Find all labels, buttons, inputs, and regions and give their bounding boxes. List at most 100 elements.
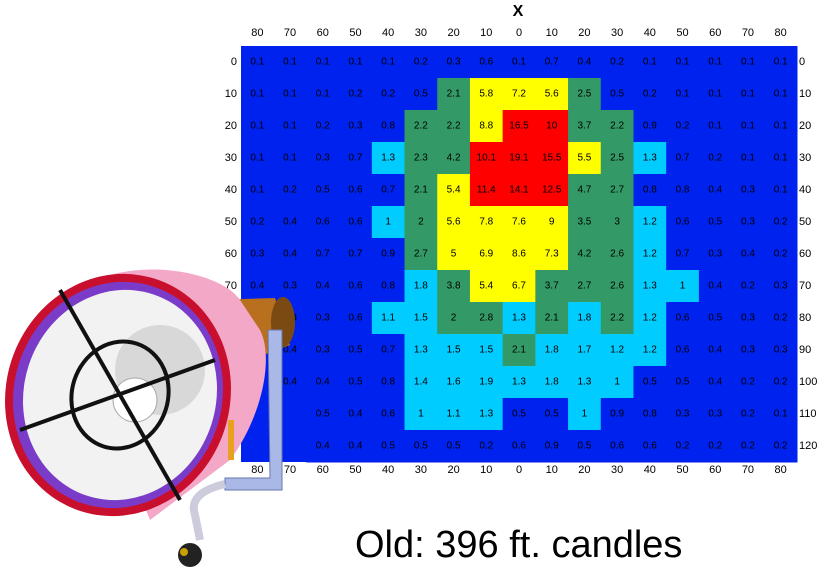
heat-cell	[339, 238, 373, 271]
cell-label: 0.1	[250, 57, 264, 68]
cell-label: 14.1	[509, 185, 529, 196]
y-tick-label-right: 100	[799, 376, 817, 388]
cell-label: 0.1	[250, 121, 264, 132]
heat-cell	[306, 366, 340, 399]
heat-cell	[371, 366, 406, 399]
heat-cell	[764, 46, 798, 79]
cell-label: 0.3	[349, 121, 363, 132]
heat-cell	[502, 206, 536, 239]
cell-label: 1	[582, 409, 588, 420]
x-tick-label-top: 80	[775, 27, 787, 39]
heat-cell	[273, 78, 307, 111]
cell-label: 0.3	[316, 313, 330, 324]
heat-cell	[633, 398, 667, 431]
heat-cell	[535, 302, 569, 335]
heat-cell	[633, 302, 667, 335]
heat-cell	[437, 110, 471, 143]
cell-label: 3	[614, 217, 620, 228]
cell-label: 1.9	[479, 377, 493, 388]
heat-cell	[273, 238, 307, 271]
heat-cell	[404, 334, 438, 367]
heat-cell	[502, 110, 536, 143]
cell-label: 2.2	[610, 121, 624, 132]
cell-label: 0.3	[741, 217, 755, 228]
x-tick-label-bottom: 50	[349, 464, 361, 476]
heat-cell	[371, 302, 406, 335]
cell-label: 0.6	[676, 345, 690, 356]
cell-label: 0.2	[414, 57, 428, 68]
heat-cell	[371, 78, 406, 111]
heat-cell	[764, 430, 798, 463]
cell-label: 0.8	[381, 377, 395, 388]
cell-label: 0.1	[283, 57, 297, 68]
heat-cell	[371, 206, 406, 239]
heat-cell	[666, 366, 700, 399]
cell-label: 0.9	[545, 441, 559, 452]
cell-label: 4.2	[577, 249, 591, 260]
heat-cell	[568, 430, 602, 463]
heat-cell	[600, 78, 634, 111]
cell-label: 0.3	[774, 281, 788, 292]
heat-cell	[273, 174, 307, 207]
x-tick-label-top: 60	[709, 27, 721, 39]
y-tick-label-left: 20	[225, 120, 237, 132]
cell-label: 0.1	[676, 57, 690, 68]
cell-label: 1.4	[414, 377, 428, 388]
cell-label: 0.2	[741, 281, 755, 292]
heat-cell	[731, 174, 765, 207]
cell-label: 0.4	[283, 377, 297, 388]
heat-cell	[600, 398, 634, 431]
cell-label: 1.5	[479, 345, 493, 356]
cell-label: 0.9	[610, 409, 624, 420]
lamp-illustration	[5, 269, 295, 567]
cell-label: 0.2	[741, 377, 755, 388]
heat-cell	[600, 366, 634, 399]
cell-label: 1.3	[479, 409, 493, 420]
cell-label: 0.1	[741, 121, 755, 132]
cell-label: 0.5	[708, 217, 722, 228]
heat-cell	[666, 270, 700, 303]
cell-label: 0.3	[316, 153, 330, 164]
cell-label: 0.2	[676, 121, 690, 132]
x-tick-label-bottom: 70	[284, 464, 296, 476]
cell-label: 2	[451, 313, 457, 324]
cell-label: 0.6	[643, 441, 657, 452]
cell-label: 1.3	[512, 377, 526, 388]
cell-label: 0.5	[414, 441, 428, 452]
heat-cell	[764, 174, 798, 207]
heat-cell	[306, 302, 340, 335]
heat-cell	[437, 78, 471, 111]
cell-label: 0.1	[741, 57, 755, 68]
cell-label: 0.7	[349, 249, 363, 260]
heat-cell	[502, 366, 536, 399]
heat-cell	[469, 238, 504, 271]
heat-cell	[731, 142, 765, 175]
y-tick-label-right: 0	[799, 56, 805, 68]
heat-cell	[241, 110, 275, 143]
cell-label: 1.8	[545, 377, 559, 388]
cell-label: 0.6	[349, 281, 363, 292]
heat-cell	[339, 366, 373, 399]
cell-label: 0.1	[250, 185, 264, 196]
heat-cell	[339, 302, 373, 335]
cell-label: 0.6	[676, 313, 690, 324]
heat-cell	[731, 46, 765, 79]
heat-cell	[404, 110, 438, 143]
cell-label: 1.2	[643, 217, 657, 228]
cell-label: 8.6	[512, 249, 526, 260]
heat-cell	[764, 78, 798, 111]
x-tick-label-top: 80	[251, 27, 263, 39]
cell-label: 2.7	[610, 185, 624, 196]
heat-cell	[502, 398, 536, 431]
heat-cell	[666, 302, 700, 335]
cell-label: 0.5	[349, 345, 363, 356]
heat-cell	[273, 142, 307, 175]
cell-label: 0.2	[381, 89, 395, 100]
cell-label: 16.5	[509, 121, 529, 132]
heat-cell	[469, 270, 504, 303]
x-tick-label-bottom: 60	[317, 464, 329, 476]
cell-label: 0.3	[741, 345, 755, 356]
cell-label: 4.2	[447, 153, 461, 164]
y-tick-label-right: 50	[799, 216, 811, 228]
cell-label: 0.2	[741, 409, 755, 420]
